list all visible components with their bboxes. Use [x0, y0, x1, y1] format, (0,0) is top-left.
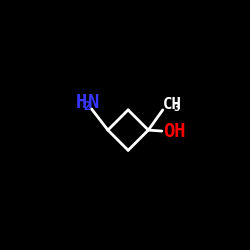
- Text: OH: OH: [163, 122, 185, 141]
- Text: H: H: [76, 93, 87, 112]
- Text: N: N: [88, 93, 100, 112]
- Text: 3: 3: [173, 103, 180, 113]
- Text: CH: CH: [163, 97, 182, 112]
- Text: 2: 2: [83, 100, 90, 114]
